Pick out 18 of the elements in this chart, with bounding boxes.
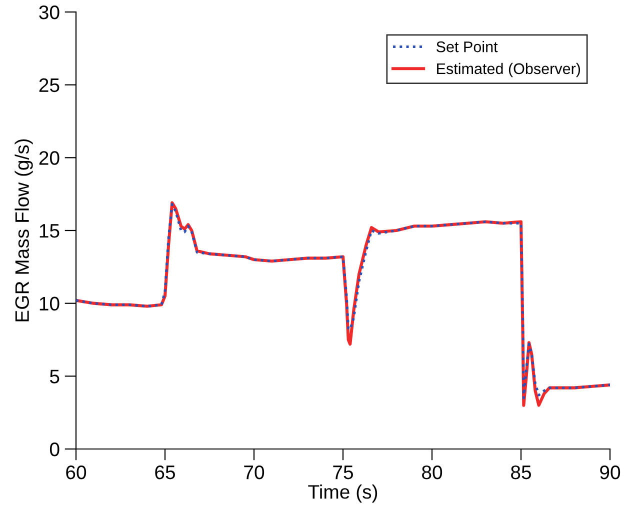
y-axis-title: EGR Mass Flow (g/s) — [14, 139, 33, 322]
legend-label: Estimated (Observer) — [437, 62, 580, 78]
legend-label: Set Point — [436, 41, 498, 52]
y-tick-label: 5 — [50, 370, 60, 384]
y-tick-label: 25 — [39, 78, 60, 92]
x-tick-label: 85 — [511, 465, 531, 480]
x-tick-label: 70 — [244, 465, 264, 480]
x-tick-label: 75 — [333, 466, 353, 480]
x-tick-label: 80 — [422, 465, 442, 480]
y-tick-label: 30 — [39, 5, 60, 20]
y-tick-label: 0 — [50, 442, 60, 456]
y-tick-label: 10 — [40, 296, 60, 311]
x-tick-label: 60 — [66, 465, 86, 480]
y-tick-label: 15 — [40, 224, 60, 238]
x-tick-label: 90 — [600, 465, 620, 480]
x-tick-label: 65 — [155, 465, 175, 480]
y-tick-label: 20 — [39, 151, 60, 165]
x-axis-title: Time (s) — [308, 484, 378, 503]
